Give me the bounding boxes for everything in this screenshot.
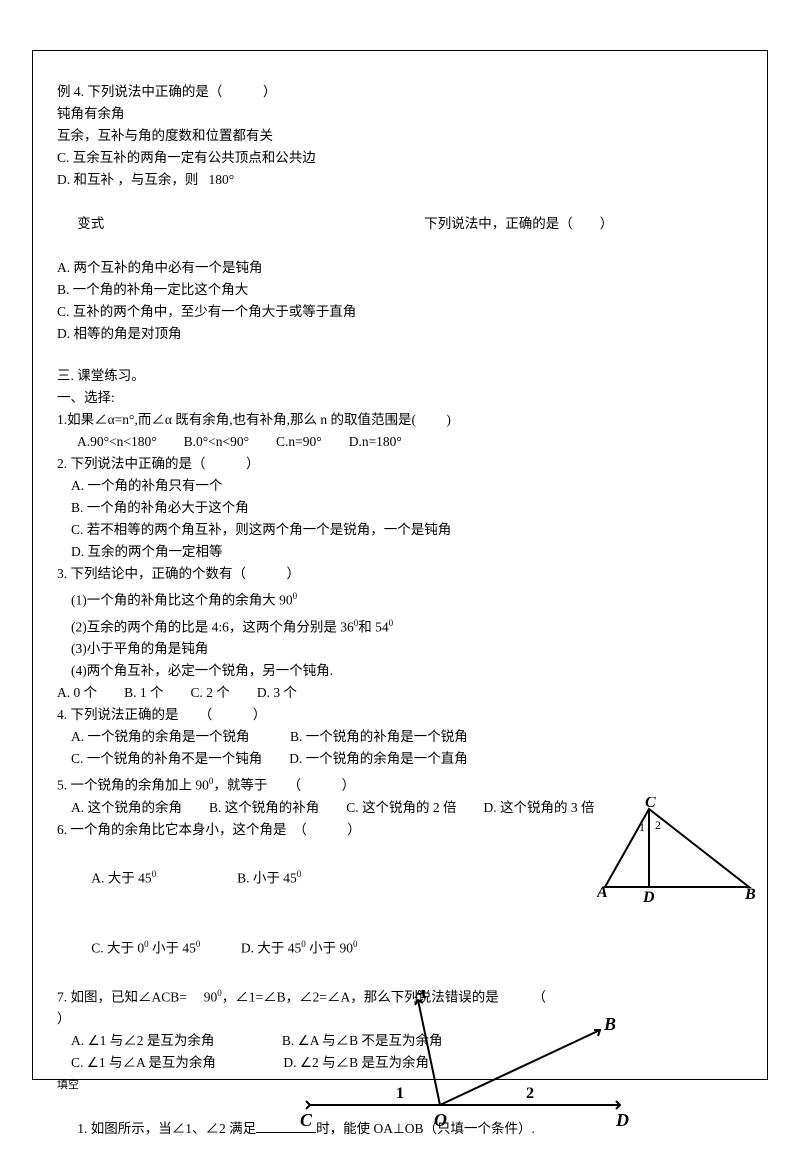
- ex4-l4: D. 和互补 ，与互余，则 180°: [57, 169, 743, 191]
- label-A: A: [597, 884, 608, 901]
- label-2: 2: [655, 818, 661, 832]
- ex4-variant: 变式 下列说法中，正确的是（ ）: [57, 191, 743, 257]
- ex4-var-right: 下列说法中，正确的是（ ）: [424, 216, 613, 231]
- q3-i4: (4)两个角互补，必定一个锐角，另一个钝角.: [57, 660, 743, 682]
- ex4-l1: 钝角有余角: [57, 103, 743, 125]
- q2-stem: 2. 下列说法中正确的是（ ）: [57, 453, 743, 475]
- label-D: D: [615, 1110, 629, 1130]
- q3-i3: (3)小于平角的角是钝角: [57, 638, 743, 660]
- label-O: O: [434, 1110, 447, 1130]
- label-D: D: [642, 889, 655, 906]
- q1-stem: 1.如果∠α=n°,而∠α 既有余角,也有补角,那么 n 的取值范围是( ): [57, 409, 743, 431]
- q2-B: B. 一个角的补角必大于这个角: [57, 497, 743, 519]
- q4-row2: C. 一个锐角的补角不是一个钝角 D. 一个锐角的余角是一个直角: [57, 748, 743, 770]
- label-B: B: [603, 1014, 616, 1034]
- ex4-title: 例 4. 下列说法中正确的是（ ）: [57, 81, 743, 103]
- figure-q7-triangle: A B C D 1 2: [597, 797, 757, 907]
- q2-D: D. 互余的两个角一定相等: [57, 541, 743, 563]
- label-C: C: [300, 1110, 313, 1130]
- ex4-l2: 互余，互补与角的度数和位置都有关: [57, 125, 743, 147]
- q3-opts: A. 0 个 B. 1 个 C. 2 个 D. 3 个: [57, 682, 743, 704]
- q3-stem: 3. 下列结论中，正确的个数有（ ）: [57, 563, 743, 585]
- ex4-optB: B. 一个角的补角一定比这个角大: [57, 279, 743, 301]
- ex4-optC: C. 互补的两个角中，至少有一个角大于或等于直角: [57, 301, 743, 323]
- label-1: 1: [396, 1085, 404, 1102]
- q3-i2: (2)互余的两个角的比是 4:6，这两个角分别是 360和 540: [57, 612, 743, 639]
- figure-fill-q1: A B C D O 1 2: [300, 990, 640, 1140]
- label-2: 2: [526, 1085, 534, 1102]
- q4-stem: 4. 下列说法正确的是 （ ）: [57, 704, 743, 726]
- section3-sub: 一、选择:: [57, 387, 743, 409]
- label-A: A: [414, 990, 427, 1002]
- q2-A: A. 一个角的补角只有一个: [57, 475, 743, 497]
- ex4-optA: A. 两个互补的角中必有一个是钝角: [57, 257, 743, 279]
- section3-title: 三. 课堂练习。: [57, 365, 743, 387]
- page-frame: 例 4. 下列说法中正确的是（ ） 钝角有余角 互余，互补与角的度数和位置都有关…: [32, 50, 768, 1080]
- q4-row1: A. 一个锐角的余角是一个锐角 B. 一个锐角的补角是一个锐角: [57, 726, 743, 748]
- q1-opts: A.90°<n<180° B.0°<n<90° C.n=90° D.n=180°: [57, 431, 743, 453]
- ex4-var-left: 变式: [77, 216, 104, 231]
- q2-C: C. 若不相等的两个角互补，则这两个角一个是锐角，一个是钝角: [57, 519, 743, 541]
- label-B: B: [744, 886, 756, 903]
- q5-stem: 5. 一个锐角的余角加上 900，就等于 （ ）: [57, 770, 743, 797]
- ex4-l3: C. 互余互补的两角一定有公共顶点和公共边: [57, 147, 743, 169]
- label-C: C: [645, 797, 656, 811]
- q6-row2: C. 大于 00 小于 450 D. 大于 450 小于 900: [57, 911, 743, 982]
- label-1: 1: [639, 820, 645, 834]
- q3-i1: (1)一个角的补角比这个角的余角大 900: [57, 585, 743, 612]
- ex4-optD: D. 相等的角是对顶角: [57, 323, 743, 345]
